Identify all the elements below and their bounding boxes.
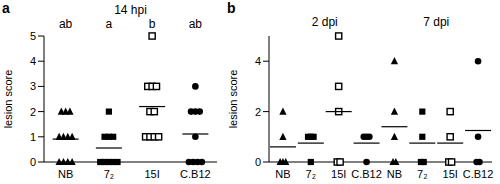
svg-text:7₂: 7₂ — [417, 168, 427, 180]
svg-text:7 dpi: 7 dpi — [423, 15, 449, 29]
html-text:b: b — [227, 0, 236, 16]
svg-text:lesion score: lesion score — [227, 70, 239, 129]
svg-text:2: 2 — [255, 106, 261, 118]
svg-text:15I: 15I — [144, 168, 159, 180]
svg-text:2 dpi: 2 dpi — [312, 15, 338, 29]
html-text:a: a — [2, 0, 10, 16]
svg-text:14 hpi: 14 hpi — [114, 3, 147, 17]
svg-text:b: b — [149, 17, 156, 31]
svg-text:7₂: 7₂ — [306, 168, 316, 180]
svg-text:lesion score: lesion score — [8, 70, 14, 129]
svg-text:7₂: 7₂ — [104, 168, 114, 180]
svg-text:0: 0 — [255, 156, 261, 168]
svg-text:5: 5 — [30, 30, 36, 42]
svg-text:NB: NB — [275, 168, 290, 180]
svg-text:ab: ab — [189, 17, 203, 31]
svg-text:0: 0 — [30, 156, 36, 168]
svg-text:1: 1 — [30, 131, 36, 143]
svg-text:15I: 15I — [331, 168, 346, 180]
svg-text:C.B12: C.B12 — [180, 168, 211, 180]
svg-text:C.B12: C.B12 — [463, 168, 492, 180]
svg-text:C.B12: C.B12 — [351, 168, 382, 180]
svg-text:4: 4 — [255, 55, 261, 67]
svg-text:ab: ab — [59, 17, 73, 31]
svg-text:NB: NB — [58, 168, 73, 180]
svg-text:4: 4 — [30, 55, 36, 67]
svg-text:NB: NB — [387, 168, 402, 180]
svg-text:3: 3 — [30, 80, 36, 92]
svg-text:15I: 15I — [443, 168, 458, 180]
svg-text:a: a — [106, 17, 113, 31]
svg-text:2: 2 — [30, 106, 36, 118]
